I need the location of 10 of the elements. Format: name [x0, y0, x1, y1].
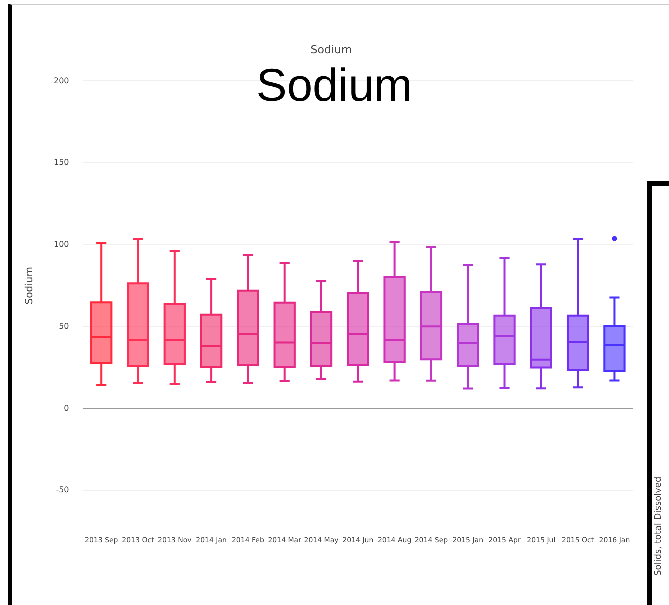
y-axis-title: Sodium — [24, 267, 36, 305]
chart-title: Sodium — [310, 43, 352, 56]
y-tick-label: 50 — [59, 322, 70, 331]
y-tick-label: 150 — [54, 158, 70, 168]
y-tick-label: -50 — [56, 486, 70, 495]
y-tick-label: 0 — [64, 404, 70, 413]
text: Solids, total Dissolved — [654, 476, 664, 576]
y-tick-label: 200 — [54, 76, 70, 86]
annotation: Sodium — [256, 59, 412, 111]
y-tick-label: 100 — [54, 240, 70, 250]
